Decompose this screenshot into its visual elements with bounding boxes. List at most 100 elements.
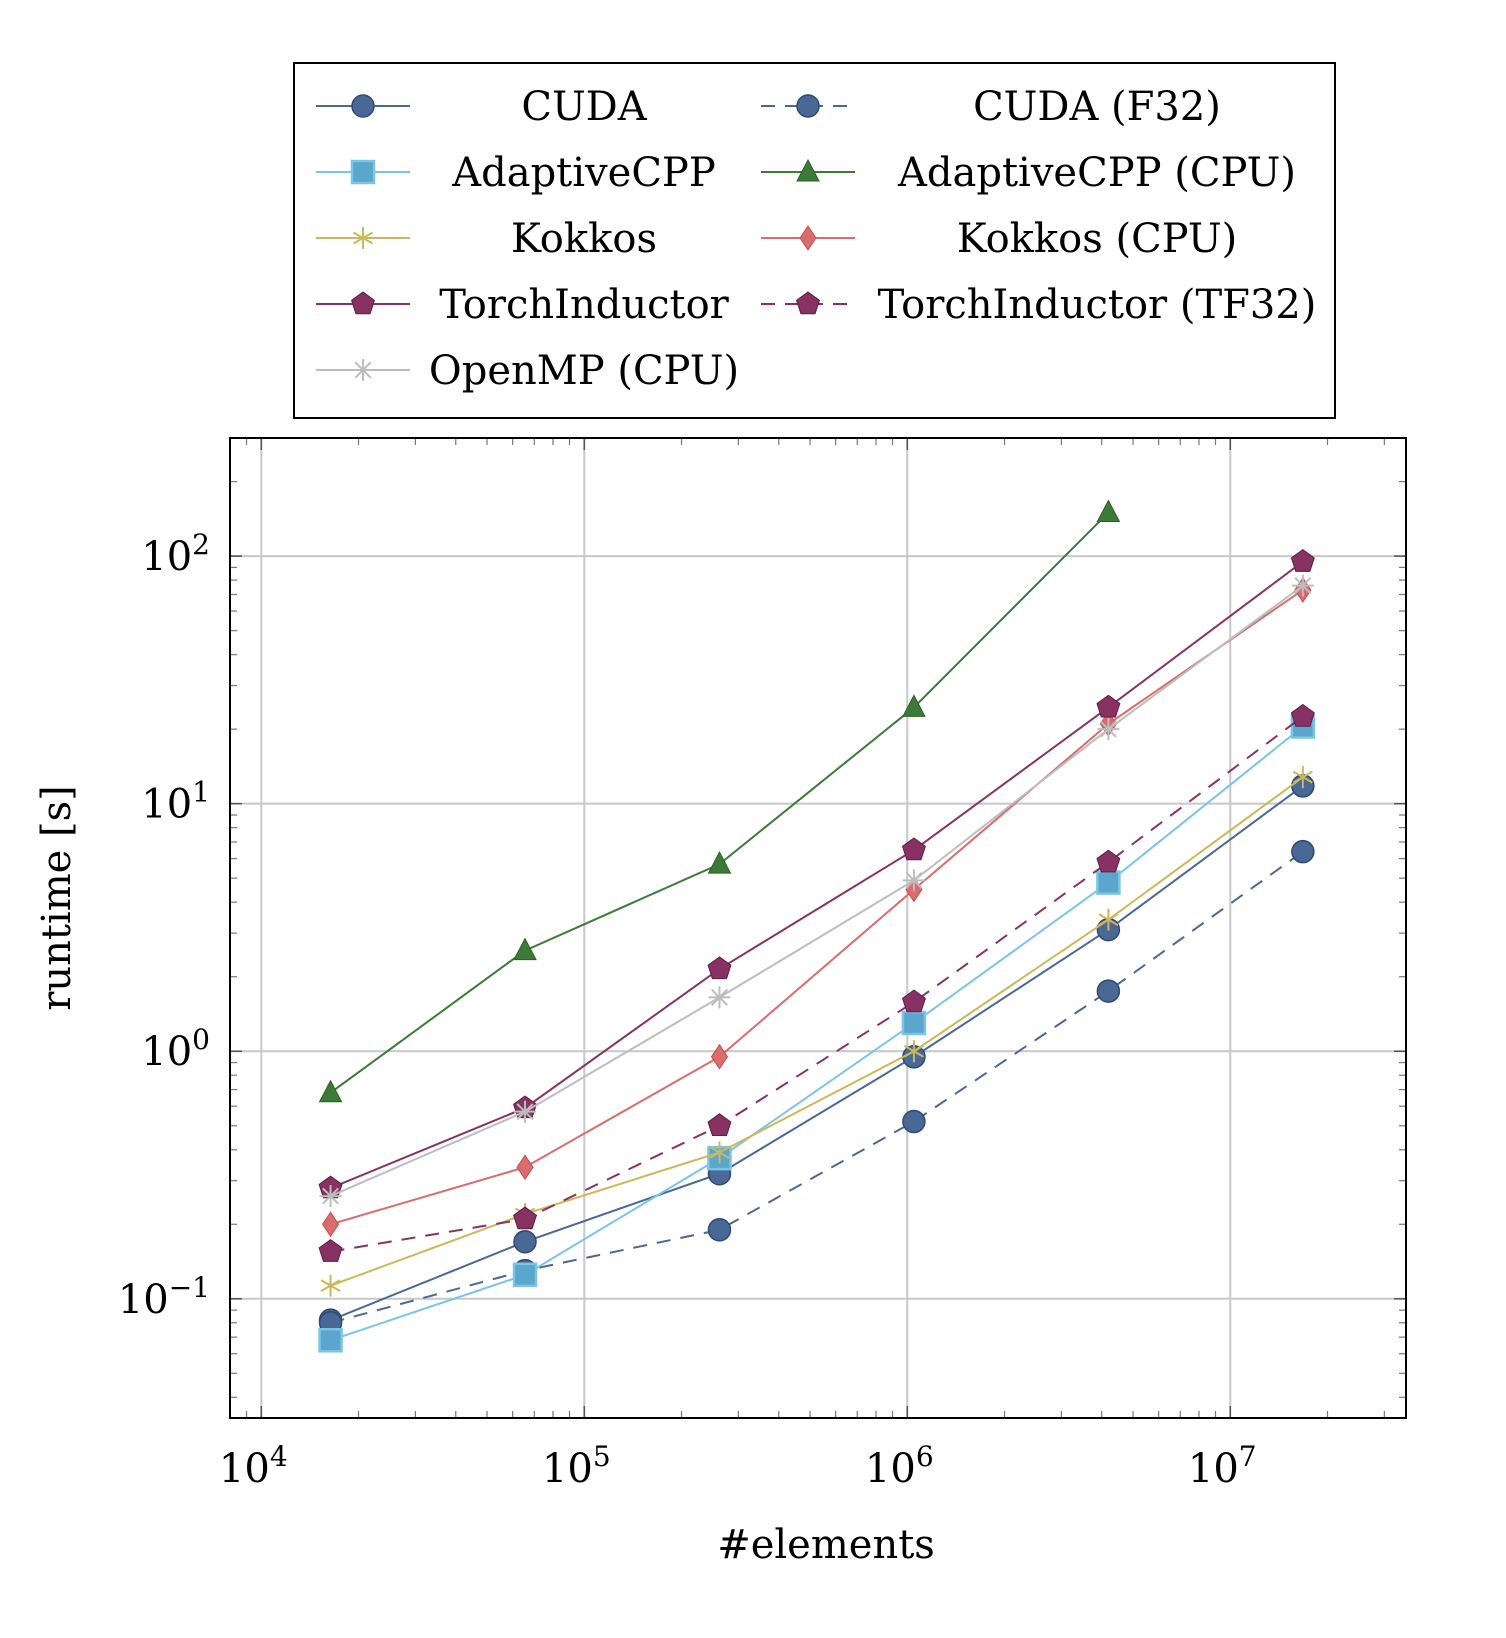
data-point — [516, 1154, 534, 1181]
legend-label: AdaptiveCPP — [451, 150, 716, 196]
data-point — [318, 1328, 343, 1353]
data-point — [707, 956, 732, 980]
legend-entry: AdaptiveCPP — [316, 150, 716, 196]
legend-label: Kokkos (CPU) — [957, 216, 1237, 262]
x-axis-label: #elements — [717, 1522, 935, 1568]
y-tick-label: 102 — [141, 528, 210, 580]
legend-marker — [796, 158, 820, 182]
legend-entry: TorchInductor — [316, 282, 730, 328]
x-tick-label: 107 — [1188, 1440, 1257, 1492]
data-point — [901, 1010, 927, 1036]
legend: CUDA CUDA (F32) AdaptiveCPP AdaptiveCPP (CP… — [293, 62, 1336, 419]
legend-label: TorchInductor (TF32) — [878, 282, 1317, 328]
data-point — [1096, 499, 1121, 523]
data-point — [513, 937, 537, 961]
data-point — [707, 1113, 732, 1136]
grid-layer — [230, 438, 1406, 1418]
legend-label: OpenMP (CPU) — [429, 348, 739, 394]
data-point — [707, 1218, 732, 1242]
legend-marker — [352, 227, 374, 249]
data-point — [903, 1040, 924, 1063]
series-line — [330, 560, 1304, 1190]
data-point — [1097, 718, 1120, 741]
y-tick-label: 100 — [141, 1023, 210, 1075]
data-point — [1096, 694, 1121, 718]
legend-label: CUDA — [521, 84, 647, 130]
minor-ticks — [229, 437, 1406, 1418]
legend-label: TorchInductor — [439, 282, 729, 328]
data-point — [902, 694, 926, 717]
series-5 — [321, 577, 1312, 1238]
data-point — [1096, 979, 1121, 1003]
series-line — [330, 715, 1304, 1253]
legend-marker — [799, 225, 817, 251]
legend-marker — [350, 159, 376, 185]
series-line — [330, 725, 1304, 1342]
data-point — [901, 837, 926, 861]
series-6 — [318, 549, 1315, 1199]
data-point — [709, 1141, 730, 1164]
data-point — [514, 1100, 537, 1123]
series-0 — [318, 774, 1315, 1332]
data-point — [513, 1206, 538, 1230]
data-point — [1098, 908, 1119, 931]
legend-entry: Kokkos — [316, 216, 657, 262]
x-tick-label: 104 — [219, 1440, 288, 1492]
data-point — [321, 1211, 340, 1238]
legend-marker — [351, 94, 375, 118]
data-point — [513, 1230, 537, 1254]
series-layer — [318, 499, 1316, 1353]
legend-marker — [795, 291, 821, 315]
legend-marker — [352, 359, 374, 381]
data-point — [1290, 549, 1315, 572]
series-line — [330, 850, 1304, 1324]
series-line — [330, 589, 1304, 1226]
data-point — [707, 851, 732, 874]
series-2 — [318, 714, 1316, 1353]
data-point — [1096, 849, 1121, 873]
data-point — [1291, 839, 1315, 864]
data-point — [1290, 703, 1315, 727]
x-tick-label: 106 — [865, 1440, 934, 1492]
series-4 — [320, 766, 1313, 1297]
tick-labels: 104 105 106 107 10−1 100 101 102 — [118, 528, 1257, 1492]
y-tick-label: 10−1 — [118, 1271, 210, 1323]
y-axis-label: runtime [s] — [34, 785, 80, 1011]
legend-marker — [350, 291, 376, 315]
legend-entry: CUDA (F32) — [761, 84, 1221, 130]
data-point — [319, 1185, 342, 1208]
legend-label: Kokkos — [511, 216, 657, 262]
data-point — [902, 869, 925, 892]
series-3 — [318, 499, 1121, 1103]
data-point — [710, 1043, 729, 1070]
series-7 — [318, 703, 1315, 1262]
legend-label: AdaptiveCPP (CPU) — [897, 150, 1296, 196]
legend-label: CUDA (F32) — [973, 84, 1221, 130]
data-point — [1096, 870, 1121, 895]
legend-entry: OpenMP (CPU) — [316, 348, 739, 394]
legend-entry: Kokkos (CPU) — [761, 216, 1237, 262]
data-point — [512, 1262, 538, 1288]
legend-entry: AdaptiveCPP (CPU) — [761, 150, 1296, 196]
data-point — [318, 1239, 343, 1262]
series-line — [330, 776, 1304, 1287]
data-point — [902, 1109, 926, 1134]
legend-entry: CUDA — [316, 84, 648, 130]
data-point — [1292, 766, 1313, 789]
legend-marker — [796, 94, 820, 118]
data-point — [318, 1079, 343, 1103]
y-tick-label: 101 — [141, 776, 210, 828]
series-line — [330, 785, 1304, 1322]
data-point — [320, 1274, 341, 1297]
x-tick-label: 105 — [542, 1440, 611, 1492]
series-8 — [319, 574, 1314, 1208]
series-1 — [318, 839, 1315, 1335]
legend-entry: TorchInductor (TF32) — [761, 282, 1316, 328]
data-point — [708, 986, 731, 1009]
data-point — [1291, 574, 1314, 597]
data-point — [901, 989, 926, 1013]
plot-frame — [229, 437, 1407, 1419]
series-line — [330, 584, 1304, 1197]
